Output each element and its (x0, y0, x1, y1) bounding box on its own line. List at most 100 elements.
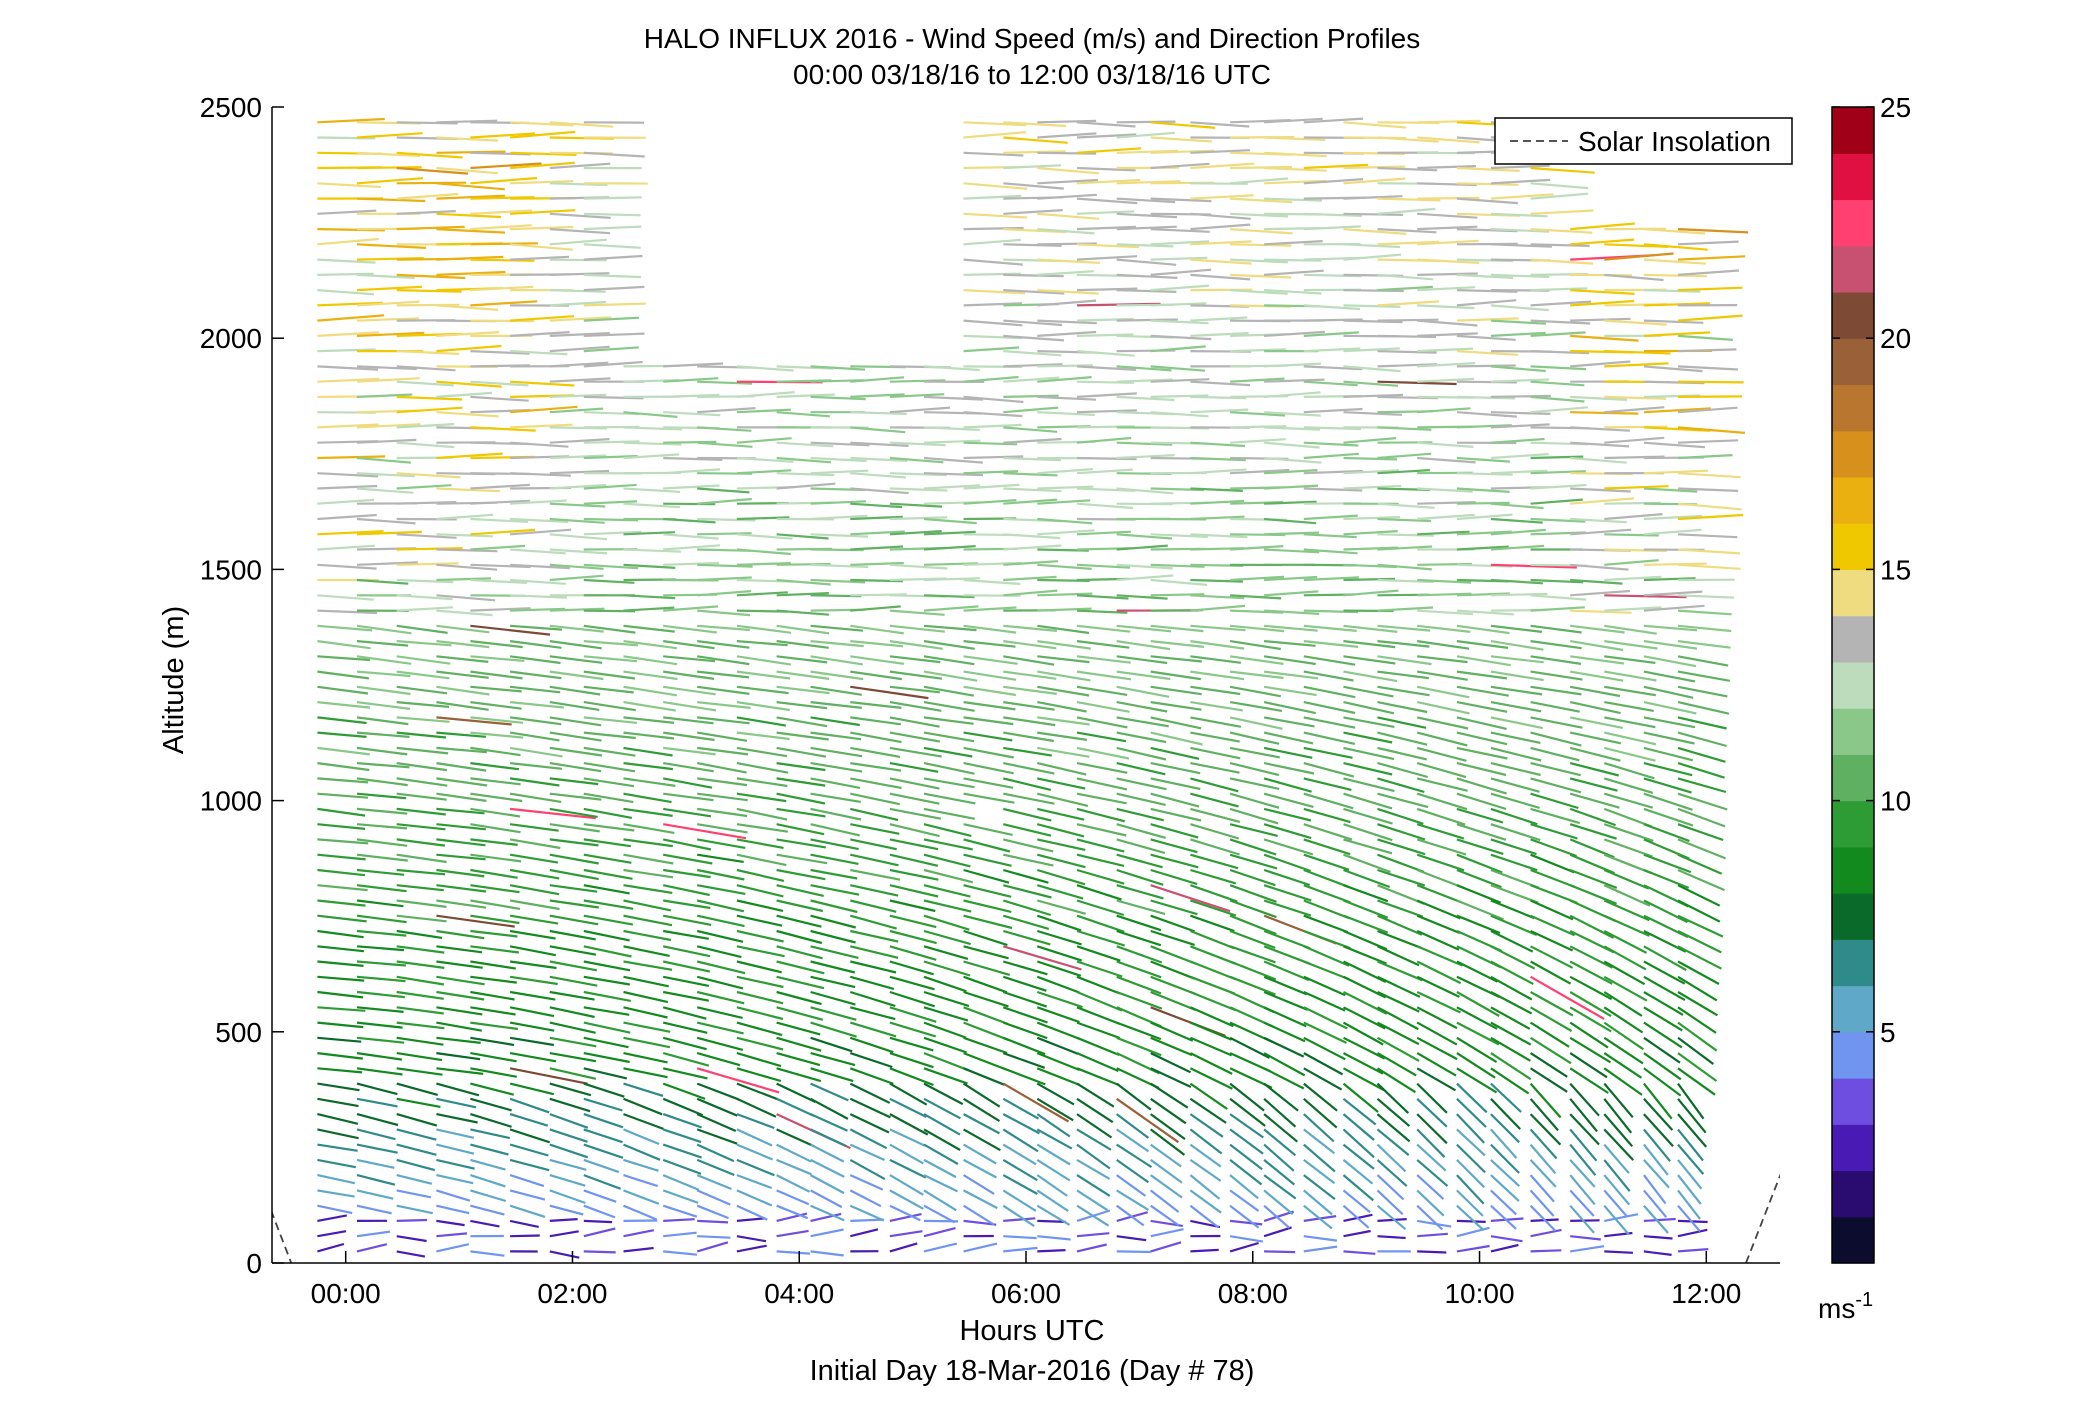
wind-vector (317, 594, 374, 601)
wind-vector (1490, 807, 1538, 826)
wind-vector (1343, 456, 1398, 461)
wind-vector (1303, 365, 1363, 371)
wind-vector (1229, 1204, 1260, 1229)
wind-vector (923, 731, 975, 743)
wind-vector (1530, 914, 1576, 937)
wind-vector (1490, 975, 1533, 1001)
wind-vector (1190, 380, 1251, 387)
wind-vector (963, 1143, 997, 1165)
wind-vector (1303, 1143, 1336, 1173)
wind-vector (549, 574, 604, 582)
wind-vector (1603, 1189, 1628, 1218)
wind-vector (1529, 1128, 1558, 1160)
wind-vector (1303, 777, 1352, 791)
wind-vector (396, 225, 465, 231)
wind-vector (470, 655, 525, 662)
wind-vector (697, 670, 750, 679)
colorbar-band (1832, 384, 1874, 432)
wind-vector (1604, 425, 1668, 429)
wind-vector (623, 899, 672, 912)
wind-vector (1003, 670, 1057, 680)
wind-vector (1190, 716, 1242, 728)
wind-vector (1456, 670, 1508, 680)
wind-vector (1377, 363, 1438, 368)
wind-vector (509, 1036, 554, 1047)
wind-vector (1002, 1097, 1040, 1120)
wind-vector (1569, 807, 1616, 827)
wind-vector (850, 670, 902, 681)
wind-vector (1677, 823, 1724, 842)
wind-vector (736, 685, 789, 695)
wind-vector (1189, 1158, 1222, 1182)
x-axis-label: Hours UTC (959, 1315, 1104, 1347)
wind-vector (963, 375, 1019, 383)
wind-vector (549, 517, 605, 524)
wind-vector (470, 1204, 505, 1216)
wind-vector (663, 1218, 695, 1222)
wind-vector (356, 807, 408, 815)
wind-vector (810, 929, 856, 944)
wind-vector (1150, 640, 1205, 648)
wind-vector (1036, 1204, 1071, 1226)
wind-vector (1037, 529, 1095, 536)
wind-vector (1416, 914, 1461, 935)
wind-vector (736, 1143, 774, 1161)
wind-vector (356, 868, 405, 876)
wind-vector (1037, 592, 1093, 597)
wind-vector (663, 640, 715, 650)
wind-vector (1490, 502, 1544, 510)
wind-vector (623, 1128, 660, 1146)
wind-vector (1303, 514, 1358, 521)
wind-vector (1076, 409, 1137, 414)
wind-vector (1677, 269, 1739, 276)
wind-vector (1490, 868, 1539, 889)
wind-vector (1002, 1021, 1048, 1040)
wind-vector (1456, 513, 1513, 521)
wind-vector (1303, 117, 1364, 124)
wind-vector (623, 502, 681, 509)
wind-vector (1036, 975, 1080, 994)
wind-vector (963, 1052, 1007, 1071)
wind-vector (963, 884, 1012, 898)
wind-vector (810, 792, 861, 803)
wind-vector (850, 868, 901, 881)
wind-vector (1490, 1067, 1530, 1095)
wind-vector (662, 1158, 702, 1175)
wind-vector (509, 1158, 550, 1172)
wind-vector (1150, 1241, 1182, 1253)
wind-vector (436, 975, 485, 986)
wind-vector (1530, 731, 1582, 747)
wind-vector (1570, 517, 1627, 524)
wind-vector (1377, 640, 1430, 648)
wind-vector (1643, 228, 1706, 235)
wind-vector (396, 975, 445, 986)
wind-vector (510, 548, 566, 555)
wind-vector (470, 792, 523, 803)
wind-vector (889, 624, 945, 633)
wind-vector (1343, 121, 1406, 129)
wind-vector (623, 731, 675, 740)
wind-vector (963, 868, 1010, 884)
wind-vector (436, 212, 502, 219)
wind-vector (1230, 425, 1287, 429)
wind-vector (662, 884, 710, 897)
wind-vector (810, 563, 869, 569)
wind-vector (663, 868, 711, 879)
wind-vector (317, 640, 371, 650)
wind-vector (1677, 439, 1739, 444)
wind-vector (696, 1067, 780, 1094)
wind-vector (1490, 991, 1533, 1015)
wind-vector (850, 441, 909, 447)
wind-vector (697, 731, 748, 742)
wind-vector (1604, 1213, 1639, 1222)
wind-vector (923, 929, 971, 946)
wind-vector (1416, 991, 1461, 1014)
colorbar-unit-exponent: -1 (1855, 1289, 1873, 1311)
wind-vector (850, 838, 897, 851)
wind-vector (509, 990, 556, 1001)
wind-vector (1343, 991, 1388, 1015)
wind-vector (1456, 299, 1517, 307)
wind-vector (776, 578, 831, 586)
wind-vector (736, 516, 790, 521)
wind-vector (1530, 716, 1583, 729)
